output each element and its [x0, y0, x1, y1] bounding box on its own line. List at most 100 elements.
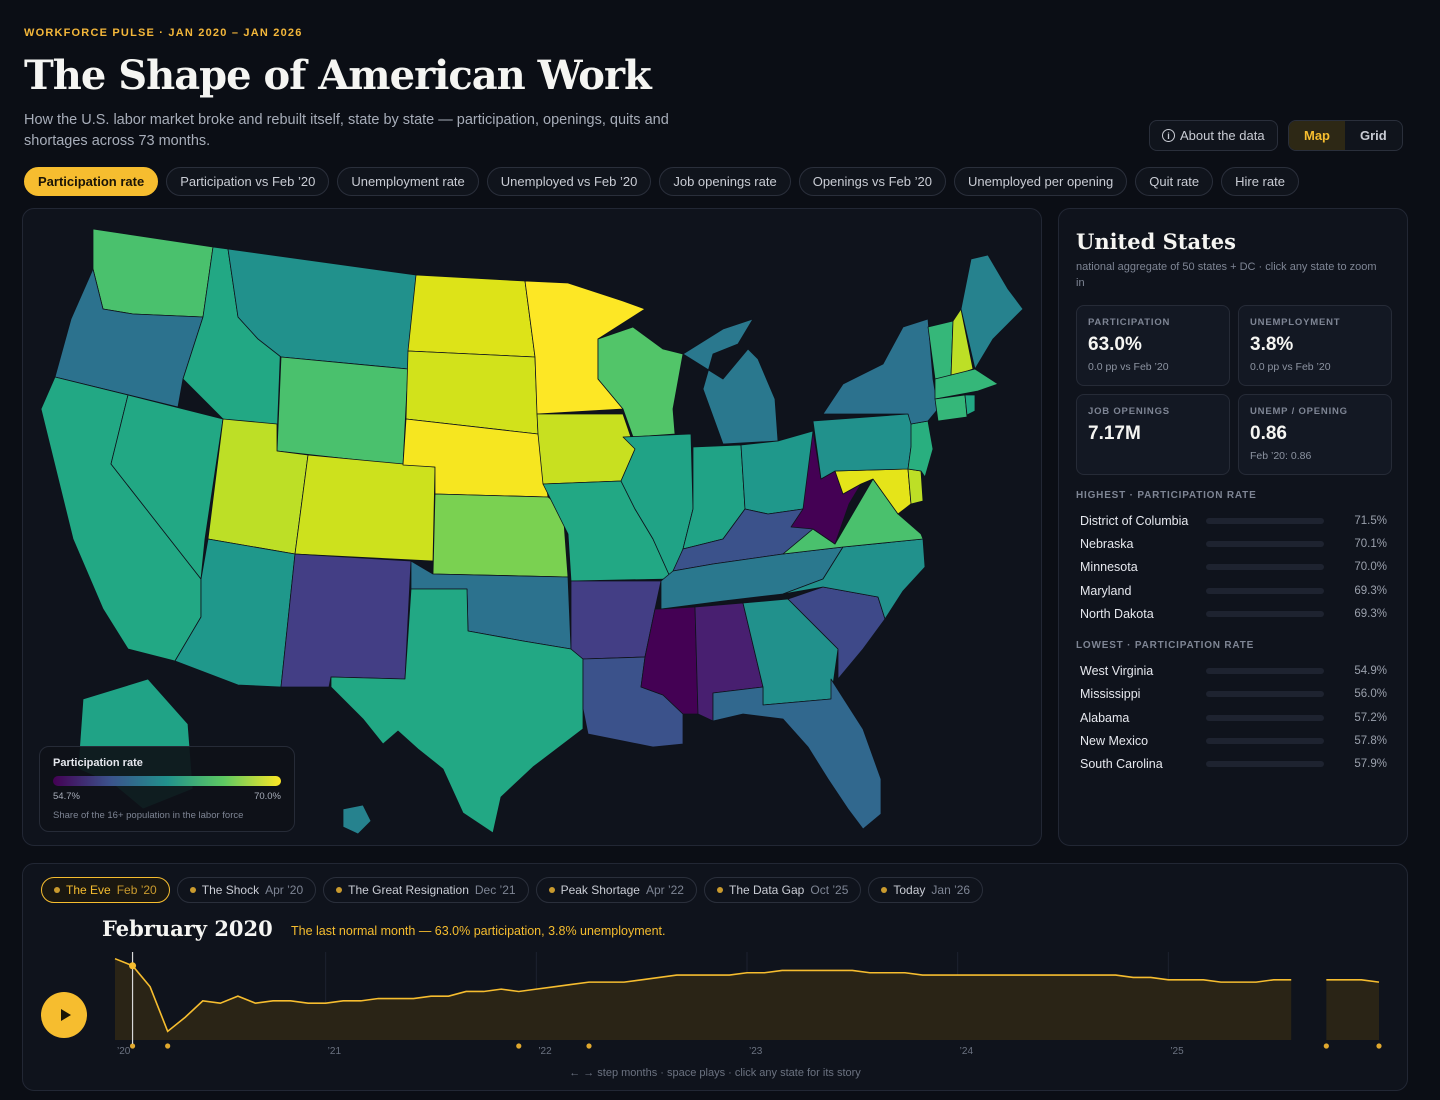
tab-participation-rate[interactable]: Participation rate	[24, 167, 159, 196]
stat-label: UNEMP / OPENING	[1250, 406, 1348, 417]
rank-row[interactable]: District of Columbia 71.5%	[1080, 513, 1387, 529]
rank-row[interactable]: New Mexico 57.8%	[1080, 733, 1387, 749]
stat-sub: 0.0 pp vs Feb ’20	[1250, 361, 1331, 373]
state-rhode-island[interactable]	[964, 394, 976, 416]
year-tick-label: ’23	[749, 1046, 763, 1057]
chapter-great-resignation[interactable]: The Great Resignation Dec ’21	[323, 877, 529, 903]
rank-bar	[1206, 541, 1324, 547]
chapter-dot	[881, 887, 888, 893]
tab-quit-rate[interactable]: Quit rate	[1135, 167, 1214, 196]
chapter-peak-shortage[interactable]: Peak Shortage Apr ’22	[535, 877, 697, 903]
stat-value: 63.0%	[1088, 334, 1142, 355]
rank-name: Alabama	[1080, 711, 1130, 725]
state-colorado[interactable]	[294, 454, 436, 562]
rank-name: Mississippi	[1080, 687, 1141, 701]
state-florida[interactable]	[712, 678, 882, 830]
rank-row[interactable]: North Dakota 69.3%	[1080, 606, 1387, 622]
state-wyoming[interactable]	[276, 356, 409, 466]
state-texas[interactable]	[330, 588, 584, 834]
state-illinois[interactable]	[620, 433, 694, 580]
view-map-button[interactable]: Map	[1289, 121, 1345, 150]
legend-title: Participation rate	[53, 757, 143, 769]
tab-unemployed-vs-feb[interactable]: Unemployed vs Feb ’20	[486, 167, 652, 196]
state-maine[interactable]	[960, 254, 1024, 370]
participation-timeline-chart[interactable]: ’20 ’21 ’22 ’23 ’24 ’25	[23, 864, 1409, 1064]
state-pennsylvania[interactable]	[812, 413, 922, 480]
chapter-date: Apr ’22	[645, 883, 684, 897]
rank-bar	[1206, 715, 1324, 721]
rank-row[interactable]: Mississippi 56.0%	[1080, 686, 1387, 702]
stat-card-job-openings: JOB OPENINGS 7.17M	[1076, 394, 1230, 475]
chapter-chips: The Eve Feb ’20 The Shock Apr ’20 The Grea…	[41, 877, 984, 903]
chapter-name: The Eve	[66, 883, 111, 897]
rank-row[interactable]: Minnesota 70.0%	[1080, 559, 1387, 575]
chapter-today[interactable]: Today Jan ’26	[868, 877, 984, 903]
stat-value: 0.86	[1250, 423, 1287, 444]
state-delaware[interactable]	[907, 468, 924, 505]
rank-bar	[1206, 691, 1324, 697]
rank-row[interactable]: Nebraska 70.1%	[1080, 536, 1387, 552]
tab-participation-vs-feb[interactable]: Participation vs Feb ’20	[166, 167, 330, 196]
tab-hire-rate[interactable]: Hire rate	[1221, 167, 1299, 196]
year-tick-label: ’21	[328, 1046, 342, 1057]
state-north-dakota[interactable]	[407, 274, 536, 358]
chapter-date: Dec ’21	[474, 883, 516, 897]
state-nevada[interactable]	[110, 394, 224, 580]
year-tick-label: ’20	[117, 1046, 131, 1057]
chapter-name: The Great Resignation	[348, 883, 469, 897]
play-button[interactable]	[41, 992, 87, 1038]
chapter-marker	[586, 1043, 592, 1049]
rank-row[interactable]: South Carolina 57.9%	[1080, 756, 1387, 772]
state-connecticut[interactable]	[934, 394, 968, 422]
rank-row[interactable]: West Virginia 54.9%	[1080, 663, 1387, 679]
rank-name: North Dakota	[1080, 607, 1154, 621]
map-legend: Participation rate 54.7% 70.0% Share of …	[39, 746, 295, 832]
stat-value: 3.8%	[1250, 334, 1294, 355]
state-hawaii[interactable]	[342, 804, 372, 835]
state-wisconsin[interactable]	[597, 326, 684, 438]
tab-job-openings-rate[interactable]: Job openings rate	[659, 167, 791, 196]
detail-panel: United States national aggregate of 50 s…	[1058, 208, 1408, 846]
rank-bar	[1206, 588, 1324, 594]
chapter-marker	[516, 1043, 522, 1049]
state-new-mexico[interactable]	[280, 553, 412, 688]
timeline-line	[1326, 978, 1380, 983]
rank-name: New Mexico	[1080, 734, 1149, 748]
tab-unemployed-per-opening[interactable]: Unemployed per opening	[953, 167, 1128, 196]
state-new-jersey[interactable]	[907, 420, 934, 478]
chapter-dot	[548, 887, 555, 893]
tab-openings-vs-feb[interactable]: Openings vs Feb ’20	[798, 167, 946, 196]
chapter-the-eve[interactable]: The Eve Feb ’20	[41, 877, 170, 903]
rank-bar	[1206, 611, 1324, 617]
chapter-marker	[1376, 1043, 1382, 1049]
state-new-york[interactable]	[822, 318, 939, 425]
state-new-hampshire[interactable]	[950, 308, 974, 378]
chapter-name: Peak Shortage	[560, 883, 640, 897]
rank-value: 70.0%	[1354, 561, 1387, 573]
state-iowa[interactable]	[536, 413, 636, 485]
chapter-dot	[716, 887, 723, 893]
about-data-button[interactable]: i About the data	[1149, 120, 1278, 151]
state-north-carolina[interactable]	[782, 538, 926, 620]
view-grid-button[interactable]: Grid	[1360, 128, 1387, 143]
state-washington[interactable]	[92, 228, 214, 318]
chapter-data-gap[interactable]: The Data Gap Oct ’25	[703, 877, 862, 903]
rank-name: South Carolina	[1080, 757, 1163, 771]
stat-label: UNEMPLOYMENT	[1250, 317, 1341, 328]
chapter-date: Feb ’20	[116, 883, 157, 897]
legend-note: Share of the 16+ population in the labor…	[53, 810, 244, 821]
info-icon: i	[1162, 129, 1175, 142]
chapter-the-shock[interactable]: The Shock Apr ’20	[176, 877, 317, 903]
metric-tabs: Participation rate Participation vs Feb …	[24, 167, 1299, 196]
tab-unemployment-rate[interactable]: Unemployment rate	[337, 167, 479, 196]
state-kansas[interactable]	[432, 493, 569, 578]
chapter-date: Jan ’26	[931, 883, 971, 897]
year-tick-label: ’25	[1170, 1046, 1184, 1057]
rank-row[interactable]: Maryland 69.3%	[1080, 583, 1387, 599]
state-michigan[interactable]	[682, 318, 779, 445]
rank-row[interactable]: Alabama 57.2%	[1080, 710, 1387, 726]
map-panel: Participation rate 54.7% 70.0% Share of …	[22, 208, 1042, 846]
state-massachusetts[interactable]	[934, 368, 999, 400]
us-map	[40, 228, 1024, 835]
chapter-name: The Shock	[201, 883, 260, 897]
